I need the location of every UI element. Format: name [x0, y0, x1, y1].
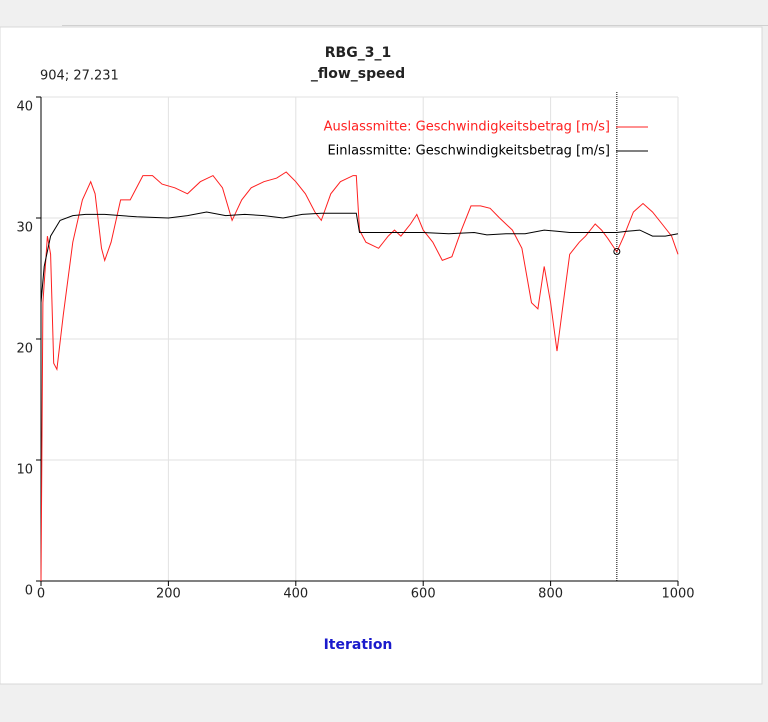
series-line: [40, 211, 679, 303]
x-tick-label: 600: [411, 587, 436, 602]
x-tick-label: 0: [37, 587, 45, 602]
cursor-marker: [613, 248, 621, 256]
chart-subtitle: _flow_speed: [311, 66, 405, 82]
chart-title: RBG_3_1: [325, 45, 391, 61]
y-tick-label: 10: [16, 463, 33, 478]
legend-label: Auslassmitte: Geschwindigkeitsbetrag [m/…: [324, 120, 610, 135]
y-tick-label: 40: [16, 100, 33, 115]
chart-panel: [0, 26, 763, 685]
y-tick-label: 0: [25, 584, 33, 599]
x-tick-label: 1000: [661, 587, 694, 602]
x-tick-label: 800: [538, 587, 563, 602]
x-tick-label: 200: [156, 587, 181, 602]
x-tick-label: 400: [283, 587, 308, 602]
y-tick-label: 20: [16, 342, 33, 357]
y-tick-label: 30: [16, 221, 33, 236]
x-axis-label: Iteration: [324, 637, 393, 653]
cursor-readout: 904; 27.231: [40, 69, 119, 84]
legend-label: Einlassmitte: Geschwindigkeitsbetrag [m/…: [327, 144, 610, 159]
